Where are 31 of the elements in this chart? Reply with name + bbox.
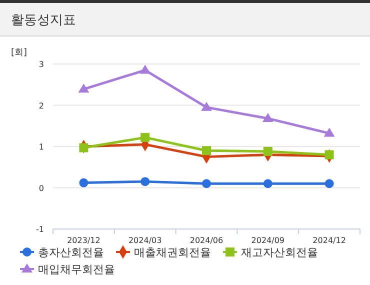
y-tick-label: 0 [38,184,44,193]
y-tick-label: 3 [38,60,44,69]
chart-title: 활동성지표 [11,13,76,28]
point [79,143,88,152]
point [202,179,211,188]
point [140,132,150,142]
legend-label: 매출채권회전율 [134,246,211,259]
point [202,146,211,156]
legend-label: 총자산회전율 [38,246,104,259]
point [263,146,272,156]
x-tick-label: 2023/12 [67,236,100,245]
x-tick-label: 2024/09 [251,236,285,245]
x-tick-label: 2024/03 [128,236,162,245]
y-tick-label: -1 [36,225,44,234]
point [140,64,151,74]
point [262,112,274,122]
point [79,178,88,188]
legend-label: 재고자산회전율 [241,246,318,259]
point [324,150,334,160]
point [324,128,335,137]
point [78,84,90,93]
y-tick-label: 1 [38,142,44,152]
point [140,177,150,186]
point [324,179,334,188]
point [263,179,272,188]
x-tick-label: 2024/06 [190,236,224,245]
y-tick-label: 2 [38,101,44,110]
legend-label: 매입채무회전율 [38,263,115,276]
y-axis-title: [회] [11,48,28,58]
point [201,102,212,111]
x-tick-label: 2024/12 [312,236,346,245]
